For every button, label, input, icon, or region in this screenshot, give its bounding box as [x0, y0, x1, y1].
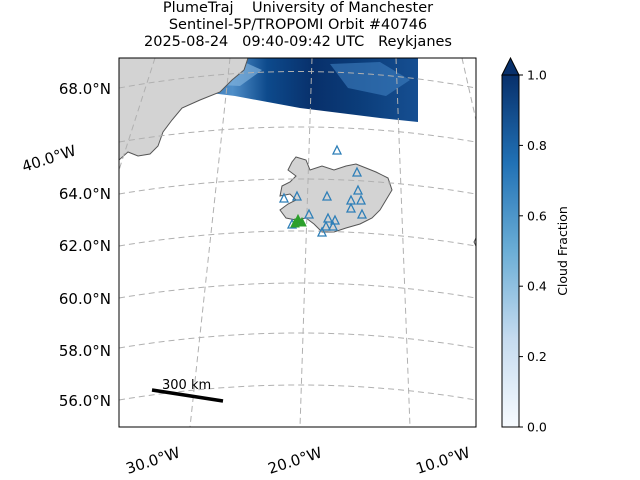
- lat-label-62: 62.0°N: [59, 237, 111, 255]
- lat-label-60: 60.0°N: [59, 290, 111, 308]
- colorbar-tick-label: 0.0: [527, 420, 547, 435]
- colorbar-extend-arrow: [501, 56, 520, 76]
- scale-bar: [151, 388, 224, 403]
- map-panel: 300 km 68.0°N 64.0°N 62.0°N 60.0°N 58.0°…: [20, 57, 477, 478]
- title-line-3: 2025-08-24 09:40-09:42 UTC Reykjanes: [144, 34, 452, 50]
- lat-label-58: 58.0°N: [59, 342, 111, 360]
- scale-bar-label: 300 km: [162, 378, 211, 393]
- colorbar-gradient: [501, 74, 520, 428]
- lat-label-56: 56.0°N: [59, 392, 111, 410]
- lat-label-68: 68.0°N: [59, 80, 111, 98]
- colorbar-tick-label: 0.2: [527, 349, 547, 364]
- colorbar-tick-label: 0.8: [527, 138, 547, 153]
- colorbar-label: Cloud Fraction: [555, 206, 570, 296]
- map-frame: [118, 57, 477, 428]
- swath-light-patch-2: [330, 62, 410, 96]
- colorbar-tick-label: 0.4: [527, 279, 547, 294]
- lon-label-20w: 20.0°W: [266, 443, 325, 477]
- colorbar-ticks: 0.0 0.2 0.4 0.6 0.8 1.0: [519, 68, 547, 435]
- lon-label-30w: 30.0°W: [124, 443, 183, 477]
- lat-label-64: 64.0°N: [59, 185, 111, 203]
- lat-label-40w: 40.0°W: [20, 141, 79, 175]
- colorbar: 0.0 0.2 0.4 0.6 0.8 1.0 Cloud Fraction: [501, 56, 570, 435]
- figure-title: PlumeTraj University of Manchester Senti…: [100, 0, 496, 51]
- gridlines: [119, 58, 476, 427]
- source-markers: [290, 213, 307, 228]
- colorbar-tick-label: 1.0: [527, 68, 547, 83]
- title-line-1: PlumeTraj University of Manchester: [162, 0, 434, 16]
- title-line-2: Sentinel-5P/TROPOMI Orbit #40746: [168, 17, 428, 33]
- lon-label-10w: 10.0°W: [414, 443, 473, 477]
- colorbar-tick-label: 0.6: [527, 208, 547, 223]
